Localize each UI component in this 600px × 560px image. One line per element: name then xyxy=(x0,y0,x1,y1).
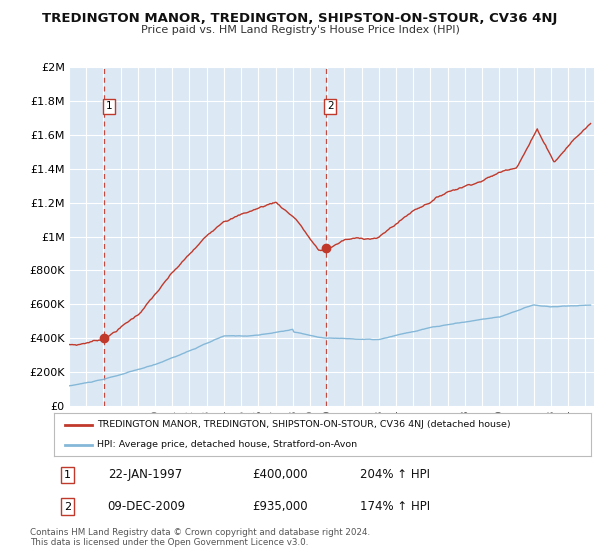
Text: 22-JAN-1997: 22-JAN-1997 xyxy=(108,468,182,482)
Text: 2: 2 xyxy=(64,502,71,511)
Text: 204% ↑ HPI: 204% ↑ HPI xyxy=(360,468,430,482)
Text: This data is licensed under the Open Government Licence v3.0.: This data is licensed under the Open Gov… xyxy=(30,538,308,547)
Text: 09-DEC-2009: 09-DEC-2009 xyxy=(108,500,186,513)
Text: TREDINGTON MANOR, TREDINGTON, SHIPSTON-ON-STOUR, CV36 4NJ (detached house): TREDINGTON MANOR, TREDINGTON, SHIPSTON-O… xyxy=(97,421,511,430)
Text: £935,000: £935,000 xyxy=(253,500,308,513)
Text: 174% ↑ HPI: 174% ↑ HPI xyxy=(360,500,430,513)
Text: Contains HM Land Registry data © Crown copyright and database right 2024.: Contains HM Land Registry data © Crown c… xyxy=(30,528,370,537)
Text: £400,000: £400,000 xyxy=(253,468,308,482)
Text: Price paid vs. HM Land Registry's House Price Index (HPI): Price paid vs. HM Land Registry's House … xyxy=(140,25,460,35)
Text: 1: 1 xyxy=(64,470,71,480)
Text: TREDINGTON MANOR, TREDINGTON, SHIPSTON-ON-STOUR, CV36 4NJ: TREDINGTON MANOR, TREDINGTON, SHIPSTON-O… xyxy=(43,12,557,25)
Text: HPI: Average price, detached house, Stratford-on-Avon: HPI: Average price, detached house, Stra… xyxy=(97,440,357,449)
Text: 1: 1 xyxy=(106,101,112,111)
Text: 2: 2 xyxy=(327,101,334,111)
